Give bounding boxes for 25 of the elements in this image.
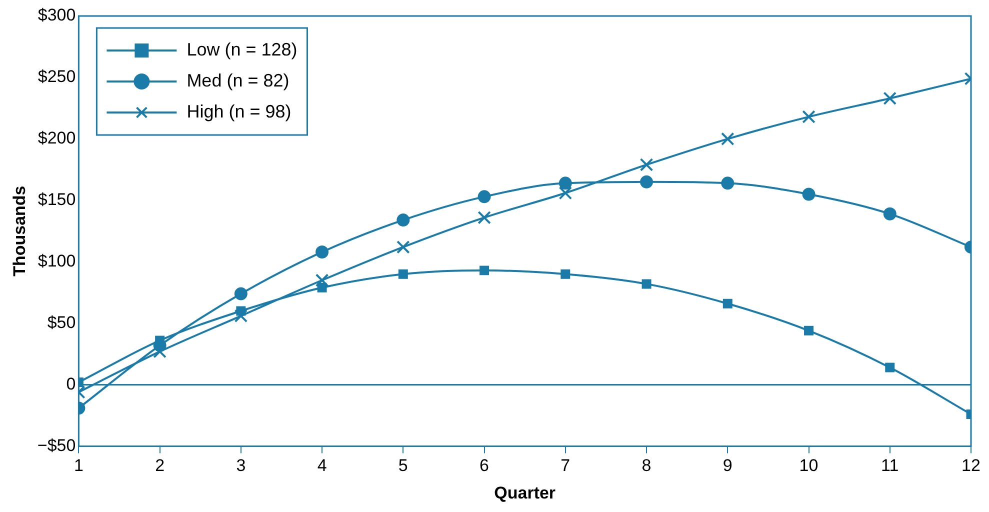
y-axis-title: Thousands bbox=[10, 186, 29, 276]
legend-label: High (n = 98) bbox=[186, 101, 292, 122]
x-tick-label: 4 bbox=[317, 456, 327, 476]
y-tick-label: 0 bbox=[66, 374, 76, 394]
y-tick-label: $50 bbox=[47, 312, 76, 332]
y-tick-label: $150 bbox=[38, 190, 76, 210]
x-tick-label: 8 bbox=[642, 456, 652, 476]
y-tick-label: $100 bbox=[38, 252, 76, 271]
x-tick-label: 12 bbox=[962, 456, 980, 476]
x-tick-label: 6 bbox=[480, 456, 490, 476]
y-tick-label: $200 bbox=[38, 128, 76, 148]
x-tick-label: 2 bbox=[155, 456, 165, 476]
y-tick-label: $250 bbox=[38, 67, 76, 86]
x-tick-label: 10 bbox=[799, 456, 818, 476]
legend-label: Med (n = 82) bbox=[186, 70, 290, 90]
legend-label: Low (n = 128) bbox=[186, 39, 298, 60]
x-tick-label: 11 bbox=[881, 456, 899, 476]
y-tick-label: −$50 bbox=[37, 436, 76, 455]
x-tick-label: 3 bbox=[236, 456, 246, 476]
x-tick-label: 1 bbox=[74, 456, 84, 476]
x-tick-label: 7 bbox=[560, 456, 570, 476]
x-tick-label: 5 bbox=[398, 456, 408, 476]
x-tick-label: 9 bbox=[722, 456, 732, 476]
x-axis-title: Quarter bbox=[494, 483, 556, 502]
y-tick-label: $300 bbox=[38, 6, 76, 25]
